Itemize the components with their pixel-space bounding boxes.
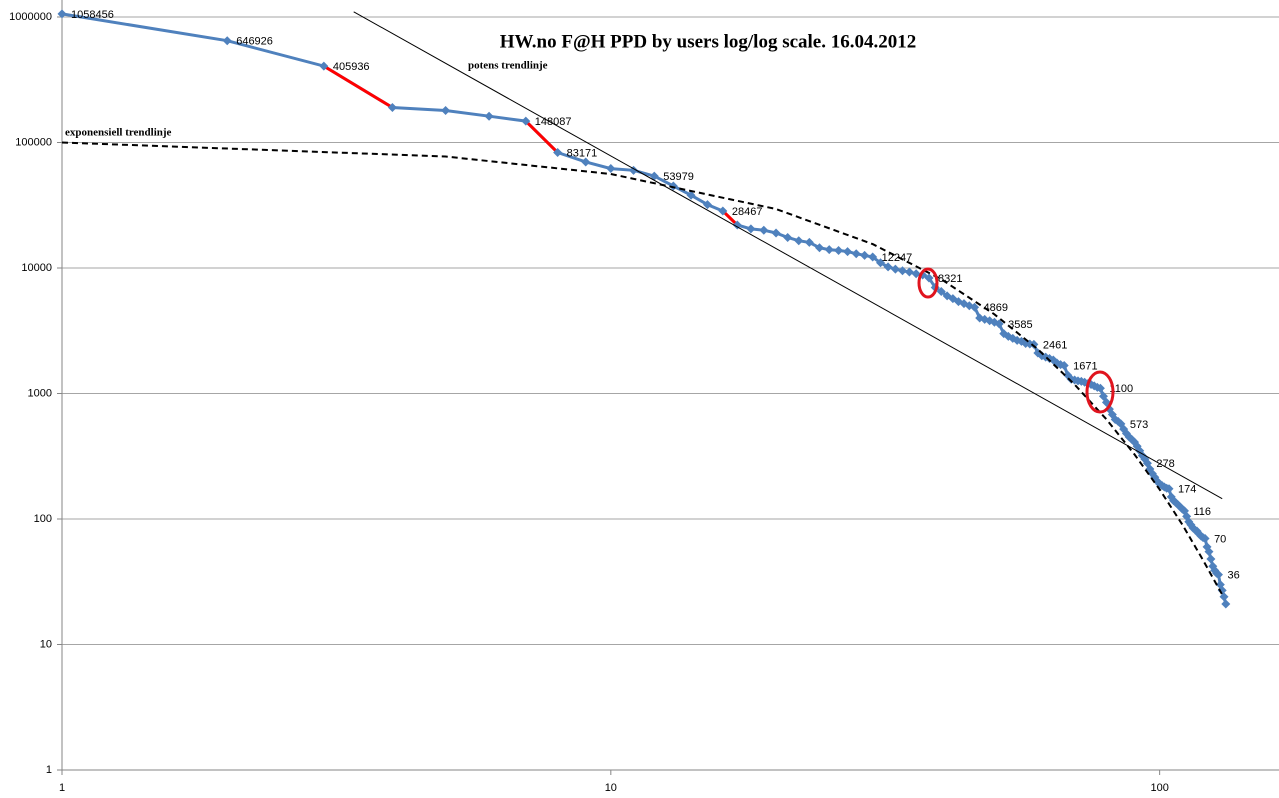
data-label: 573	[1130, 419, 1148, 431]
data-point	[804, 237, 814, 247]
data-point	[57, 9, 67, 19]
data-point	[553, 148, 563, 158]
data-point	[732, 220, 742, 230]
data-label: 70	[1214, 533, 1226, 545]
data-point	[924, 273, 934, 283]
data-label: 53979	[663, 171, 694, 183]
data-point	[868, 252, 878, 262]
trendline-label: exponensiell trendlinje	[65, 127, 172, 139]
data-label: 83171	[567, 147, 598, 159]
data-point	[911, 269, 921, 279]
data-point	[1200, 533, 1210, 543]
data-point	[759, 225, 769, 235]
data-label: 8321	[938, 273, 962, 285]
data-label: 148087	[535, 116, 572, 128]
highlight-segment	[524, 120, 559, 154]
data-point	[1213, 570, 1223, 580]
x-tick-label: 1	[59, 782, 65, 794]
y-tick-label: 10	[40, 638, 52, 650]
data-label: 1671	[1073, 360, 1097, 372]
chart-title: HW.no F@H PPD by users log/log scale. 16…	[500, 31, 917, 52]
data-label: 1058456	[71, 9, 114, 21]
y-tick-label: 100	[34, 513, 52, 525]
trendline-label: potens trendlinje	[468, 60, 548, 72]
data-point	[668, 181, 678, 191]
data-point	[702, 200, 712, 210]
data-point	[904, 267, 914, 277]
data-point	[746, 224, 756, 234]
data-point	[521, 116, 531, 126]
data-point	[843, 247, 853, 257]
data-point	[794, 236, 804, 246]
x-tick-label: 10	[605, 782, 617, 794]
data-point	[1221, 599, 1231, 609]
data-point	[484, 111, 494, 121]
data-label: 116	[1194, 506, 1212, 518]
data-label: 12247	[882, 252, 913, 264]
trendline	[61, 141, 1224, 596]
data-point	[834, 245, 844, 255]
data-point	[1059, 361, 1069, 371]
data-point	[883, 262, 893, 272]
data-label: 278	[1156, 458, 1174, 470]
data-label: 4869	[984, 302, 1008, 314]
data-point	[581, 157, 591, 167]
data-point	[1095, 383, 1105, 393]
data-point	[1164, 484, 1174, 494]
data-point	[387, 103, 397, 113]
highlight-segment	[323, 64, 394, 109]
y-tick-label: 10000	[21, 262, 52, 274]
data-point	[686, 190, 696, 200]
data-point	[860, 250, 870, 260]
highlight-segment	[721, 209, 739, 227]
y-tick-label: 1	[46, 764, 52, 776]
data-label: 646926	[236, 36, 273, 48]
data-point	[824, 245, 834, 255]
data-point	[994, 319, 1004, 329]
data-point	[970, 302, 980, 312]
data-point	[1204, 547, 1214, 557]
data-label: 2461	[1043, 339, 1067, 351]
highlight-circle	[917, 267, 939, 299]
data-point	[1219, 592, 1229, 602]
data-point	[222, 36, 232, 46]
data-point	[814, 243, 824, 253]
x-tick-label: 100	[1150, 782, 1168, 794]
data-point	[1217, 585, 1227, 595]
data-point	[890, 264, 900, 274]
data-label: 405936	[333, 61, 370, 73]
data-point	[649, 171, 659, 181]
data-point	[319, 61, 329, 71]
y-tick-label: 1000	[28, 387, 52, 399]
data-point	[718, 206, 728, 216]
data-point	[851, 249, 861, 259]
highlight-circle	[1085, 370, 1115, 414]
data-point	[875, 258, 885, 268]
data-label: 36	[1227, 570, 1239, 582]
data-point	[1206, 554, 1216, 564]
y-tick-label: 1000000	[9, 11, 52, 23]
data-point	[1098, 391, 1108, 401]
data-label: 28467	[732, 206, 763, 218]
data-point	[441, 105, 451, 115]
trendline	[353, 11, 1223, 500]
data-point	[606, 164, 616, 174]
data-point	[936, 286, 946, 296]
data-line	[61, 12, 1228, 605]
data-point	[898, 266, 908, 276]
data-point	[771, 228, 781, 238]
data-point	[783, 232, 793, 242]
data-label: 174	[1178, 484, 1196, 496]
y-tick-label: 100000	[15, 136, 52, 148]
data-label: 1100	[1109, 383, 1133, 395]
data-label: 3585	[1008, 319, 1032, 331]
data-point	[629, 165, 639, 175]
